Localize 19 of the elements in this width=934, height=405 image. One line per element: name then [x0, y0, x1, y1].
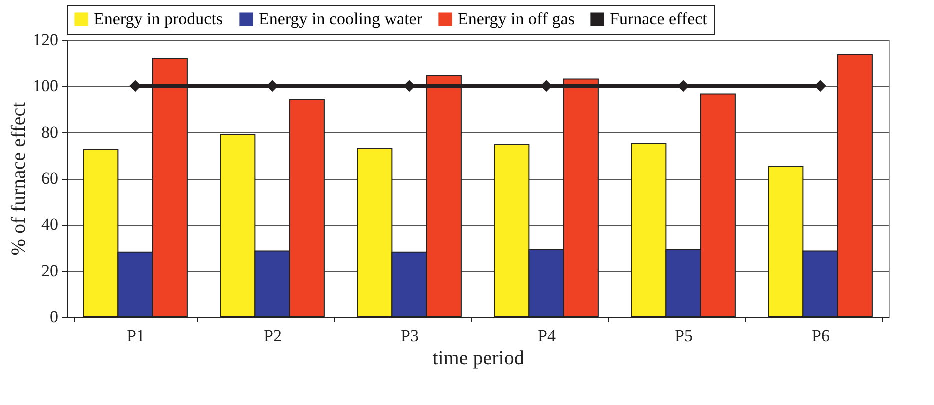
y-tick-label: 120 — [33, 30, 58, 50]
x-tick-label: P3 — [401, 326, 419, 346]
y-tick-label: 0 — [50, 308, 58, 326]
legend-label: Energy in products — [94, 10, 224, 29]
legend-label: Energy in cooling water — [259, 10, 423, 29]
x-tick-label: P5 — [675, 326, 693, 346]
y-tick-label: 20 — [42, 261, 58, 280]
y-axis-title: % of furnace effect — [8, 102, 30, 256]
x-tick-label: P2 — [264, 326, 282, 346]
x-tick-label: P4 — [538, 326, 556, 346]
y-tick-label: 40 — [42, 215, 58, 234]
y-tick-label: 60 — [42, 169, 58, 188]
x-tick-label: P1 — [127, 326, 145, 346]
y-tick-label: 80 — [42, 122, 58, 142]
legend-label: Furnace effect — [610, 10, 708, 29]
y-tick-label: 100 — [33, 76, 58, 96]
x-axis-title: time period — [432, 348, 524, 370]
legend-label: Energy in off gas — [458, 10, 575, 29]
x-tick-label: P6 — [812, 326, 830, 346]
